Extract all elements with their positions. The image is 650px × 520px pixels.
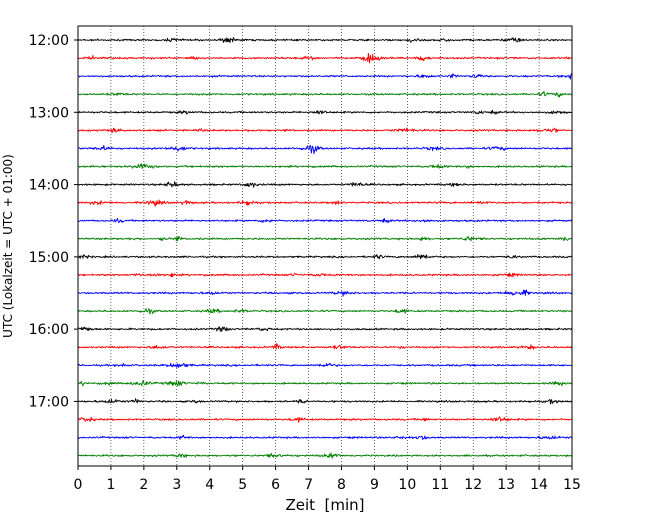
trace-line — [77, 52, 573, 64]
trace-line — [77, 398, 573, 405]
x-tick-label: 10 — [398, 477, 416, 493]
trace-line — [77, 217, 573, 224]
y-tick-label: 12:00 — [29, 33, 69, 49]
trace-line — [77, 235, 573, 242]
y-tick-label: 15:00 — [29, 250, 69, 266]
trace-line — [77, 452, 573, 459]
x-tick-label: 13 — [497, 477, 515, 493]
trace-line — [77, 37, 573, 43]
plot-frame — [77, 25, 573, 467]
y-axis-label: UTC (Lokalzeit = UTC + 01:00) — [1, 154, 15, 338]
trace-line — [77, 362, 573, 368]
x-tick-label: 0 — [74, 477, 83, 493]
trace-line — [77, 199, 573, 207]
trace-line — [77, 326, 573, 332]
y-tick-label: 16:00 — [29, 322, 69, 338]
trace-line — [77, 163, 573, 170]
plot-background — [78, 26, 572, 466]
x-tick-label: 4 — [205, 477, 214, 493]
x-tick-label: 7 — [304, 477, 313, 493]
trace-line — [77, 380, 573, 387]
x-axis: 0 1 2 3 4 5 6 7 8 9 10 11 12 13 14 15 — [74, 466, 581, 493]
x-tick-label: 11 — [431, 477, 449, 493]
x-tick-label: 1 — [106, 477, 115, 493]
trace-layer — [77, 37, 573, 459]
trace-line — [77, 181, 573, 188]
trace-line — [77, 90, 573, 98]
x-tick-label: 9 — [370, 477, 379, 493]
trace-line — [77, 343, 573, 350]
y-tick-label: 13:00 — [29, 105, 69, 121]
trace-line — [77, 109, 573, 115]
trace-line — [77, 308, 573, 315]
y-tick-label: 14:00 — [29, 178, 69, 194]
x-tick-label: 5 — [238, 477, 247, 493]
trace-line — [77, 144, 573, 155]
trace-line — [77, 253, 573, 260]
trace-line — [77, 127, 573, 134]
x-tick-label: 12 — [464, 477, 482, 493]
y-tick-label: 17:00 — [29, 394, 69, 410]
x-tick-label: 15 — [563, 477, 581, 493]
trace-line — [77, 416, 573, 423]
x-tick-label: 6 — [271, 477, 280, 493]
y-axis: 12:00 13:00 14:00 15:00 16:00 17:00 — [29, 33, 78, 410]
trace-line — [77, 73, 573, 80]
x-tick-label: 2 — [139, 477, 148, 493]
trace-line — [77, 289, 573, 297]
grid-layer — [110, 26, 540, 466]
x-tick-label: 14 — [530, 477, 548, 493]
x-axis-label: Zeit [min] — [285, 496, 364, 514]
x-tick-label: 3 — [172, 477, 181, 493]
trace-line — [77, 434, 573, 440]
x-tick-label: 8 — [337, 477, 346, 493]
trace-line — [77, 272, 573, 278]
